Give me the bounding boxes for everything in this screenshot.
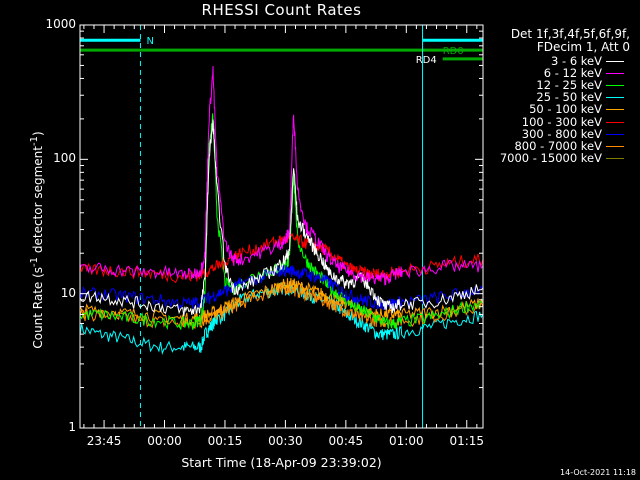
legend-item: 800 - 7000 keV [480,140,630,152]
flag-bars: N RD0 RD4 [80,36,483,66]
legend-swatch [606,97,624,99]
legend-swatch [606,85,624,87]
legend-header-line2: FDecim 1, Att 0 [536,40,630,54]
x-tick-label: 00:30 [268,434,303,448]
series-line-6-12-kev [79,65,484,286]
legend-item: 300 - 800 keV [480,128,630,140]
legend-header-line1: Det 1f,3f,4f,5f,6f,9f, [510,27,630,41]
legend-label: 6 - 12 keV [543,66,602,81]
y-axis-label: Count Rate (s-1 detector segment-1) [29,131,45,349]
legend-swatch [606,133,624,135]
y-tick-label: 10 [60,285,76,300]
legend-swatch [606,157,624,159]
legend-item: 12 - 25 keV [480,79,630,91]
x-tick-label: 23:45 [86,434,122,448]
legend-swatch [606,61,624,62]
legend-item: 6 - 12 keV [480,67,630,79]
legend-swatch [606,109,624,111]
series-lines [79,65,484,355]
flag-label-rd0: RD0 [443,46,464,57]
legend-label: 50 - 100 keV [529,102,602,117]
x-tick-label: 01:00 [389,434,424,448]
plot-frame [79,24,484,429]
legend-item: 7000 - 15000 keV [480,152,630,164]
chart-title: RHESSI Count Rates [201,1,362,19]
y-tick-label: 1000 [45,17,76,31]
legend-item: 25 - 50 keV [480,91,630,103]
legend-label: 7000 - 15000 keV [499,150,602,165]
series-line-3-6-kev [79,119,484,317]
x-axis-label: Start Time (18-Apr-09 23:39:02) [181,455,382,470]
axis-ticks [80,24,483,429]
series-line-12-25-kev [79,113,484,330]
legend-label: 100 - 300 keV [521,114,602,129]
timestamp: 14-Oct-2021 11:18 [560,468,636,477]
attenuator-lines [79,25,484,428]
x-tick-label: 01:15 [449,434,485,448]
y-tick-label: 1 [68,420,76,434]
y-tick-label: 100 [53,151,76,166]
legend-swatch [606,145,624,147]
flag-label-n: N [146,36,153,47]
x-tick-label: 00:15 [207,434,243,448]
x-tick-label: 00:45 [328,434,364,448]
legend-swatch [606,121,624,123]
legend-label: 3 - 6 keV [551,54,602,68]
legend-swatch [606,73,624,75]
legend-item: 50 - 100 keV [480,103,630,115]
x-tick-label: 00:00 [147,434,182,448]
legend-item: 100 - 300 keV [480,116,630,128]
legend-label: 25 - 50 keV [536,90,602,105]
legend-label: 800 - 7000 keV [514,138,602,153]
flag-label-rd4: RD4 [416,55,437,66]
legend-label: 12 - 25 keV [536,78,602,93]
legend-item: 3 - 6 keV [480,55,630,67]
legend-label: 300 - 800 keV [521,126,602,141]
